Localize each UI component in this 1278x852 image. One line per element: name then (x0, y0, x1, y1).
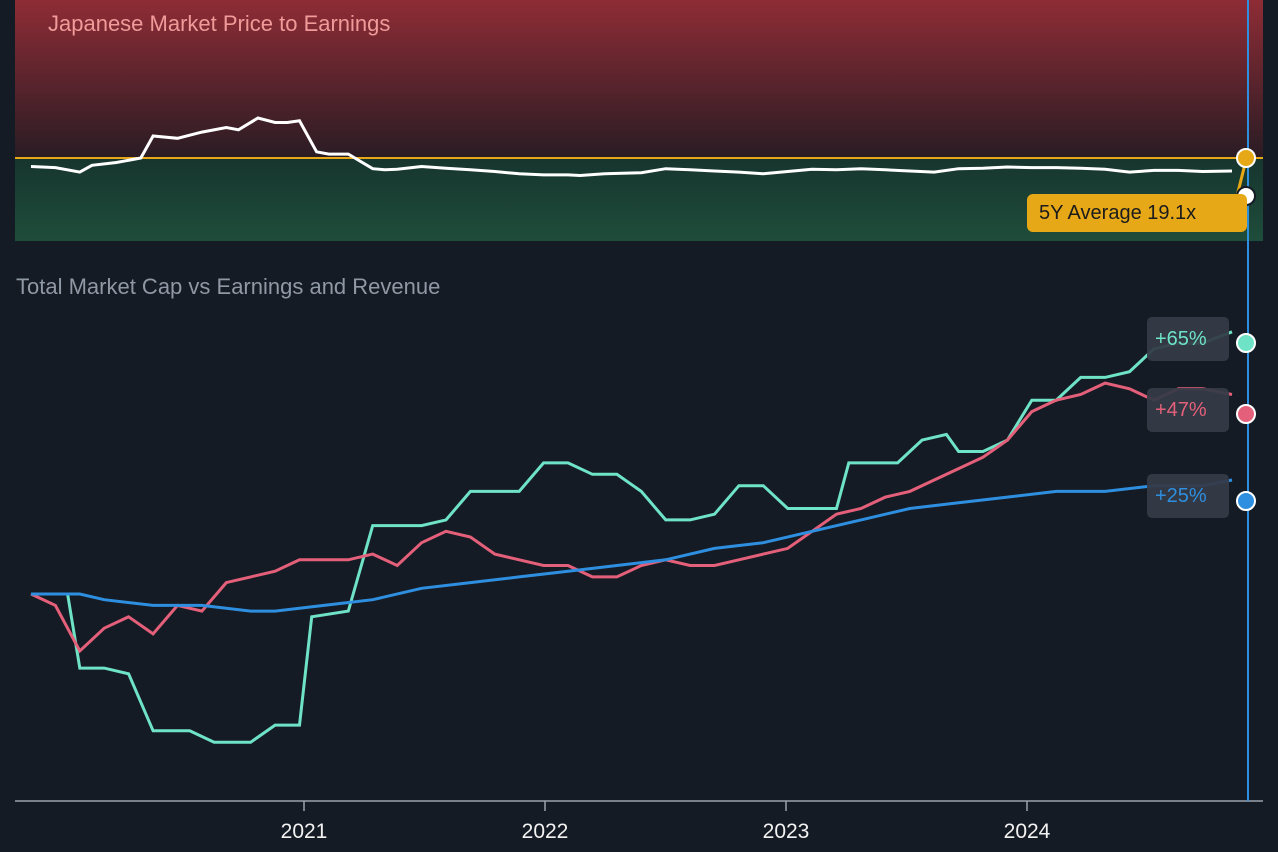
market-cap-change-badge: +47% (1147, 388, 1229, 432)
pe-series-line (30, 116, 1233, 178)
x-tick-label-2023: 2023 (762, 820, 810, 843)
market-cap-marker-dot[interactable] (1236, 404, 1256, 424)
market-cap-chart-title: Total Market Cap vs Earnings and Revenue (16, 274, 441, 299)
pe-above-average-zone (15, 0, 1263, 158)
x-tick-label-2024: 2024 (1003, 820, 1051, 843)
revenue-marker-dot[interactable] (1236, 491, 1256, 511)
average-marker-dot[interactable] (1236, 148, 1256, 168)
pe-chart-title: Japanese Market Price to Earnings (48, 11, 391, 36)
average-badge: 5Y Average 19.1x (1027, 194, 1247, 232)
revenue-change-badge: +25% (1147, 474, 1229, 518)
earnings-change-badge: +65% (1147, 317, 1229, 361)
x-tick-label-2022: 2022 (521, 820, 569, 843)
x-tick-label-2021: 2021 (280, 820, 328, 843)
earnings-series-line (31, 330, 1233, 744)
earnings-marker-dot[interactable] (1236, 333, 1256, 353)
market-cap-series-line (30, 381, 1233, 654)
revenue-series-line (31, 478, 1233, 613)
